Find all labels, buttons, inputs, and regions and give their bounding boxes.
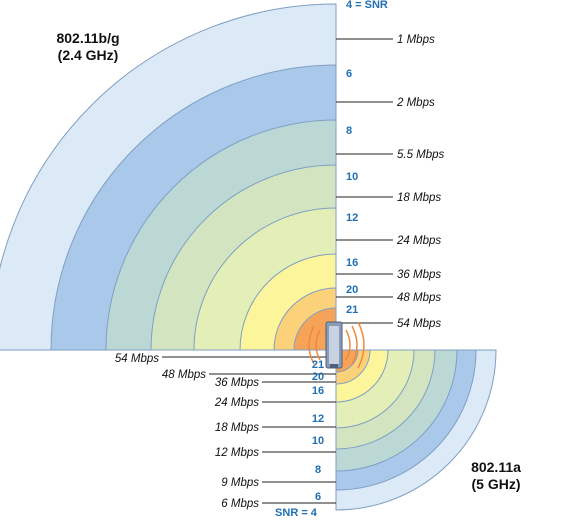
bg-title-line1: 802.11b/g	[56, 30, 119, 46]
bg-rate-label: 36 Mbps	[397, 269, 441, 281]
bg-rate-label: 1 Mbps	[397, 34, 435, 46]
a-rate-label: 36 Mbps	[215, 377, 259, 389]
a-snr-label: 10	[312, 435, 324, 447]
a-leader-lines	[162, 356, 336, 504]
a-rate-label: 9 Mbps	[221, 477, 259, 489]
a-snr-label: SNR = 4	[275, 507, 318, 519]
a-rate-label: 6 Mbps	[221, 498, 259, 510]
bg-snr-label: 20	[346, 284, 358, 296]
a-rate-label: 54 Mbps	[115, 353, 159, 365]
a-rate-label: 18 Mbps	[215, 422, 259, 434]
a-snr-label: 16	[312, 385, 324, 397]
bg-rate-label: 48 Mbps	[397, 292, 441, 304]
bg-rate-label: 24 Mbps	[396, 235, 441, 247]
access-point-icon	[308, 321, 365, 369]
a-snr-label: 6	[315, 491, 321, 503]
bg-snr-label: 16	[346, 257, 358, 269]
bg-snr-label: 4 = SNR	[346, 0, 388, 11]
bg-rate-label: 18 Mbps	[397, 192, 441, 204]
bg-snr-label: 21	[346, 304, 358, 316]
bg-rate-label: 5.5 Mbps	[397, 149, 445, 161]
bg-rate-label: 2 Mbps	[396, 97, 435, 109]
a-snr-label: 8	[315, 464, 321, 476]
a-snr-label: 12	[312, 413, 324, 425]
a-rate-label: 12 Mbps	[215, 447, 259, 459]
bg-title-line2: (2.4 GHz)	[58, 47, 119, 63]
a-title-line2: (5 GHz)	[472, 476, 521, 492]
bg-coverage-rings	[0, 3, 337, 351]
a-rate-label: 48 Mbps	[162, 369, 206, 381]
a-title-line1: 802.11a	[471, 459, 521, 475]
bg-snr-label: 12	[346, 212, 358, 224]
a-snr-label: 20	[312, 371, 324, 383]
bg-leader-lines	[336, 38, 393, 324]
a-rate-label: 24 Mbps	[214, 397, 259, 409]
bg-snr-label: 8	[346, 125, 352, 137]
bg-snr-label: 10	[346, 171, 358, 183]
bg-rate-label: 54 Mbps	[397, 318, 441, 330]
a-coverage-rings	[335, 349, 497, 511]
bg-snr-label: 6	[346, 68, 352, 80]
a-snr-label: 21	[312, 359, 324, 371]
